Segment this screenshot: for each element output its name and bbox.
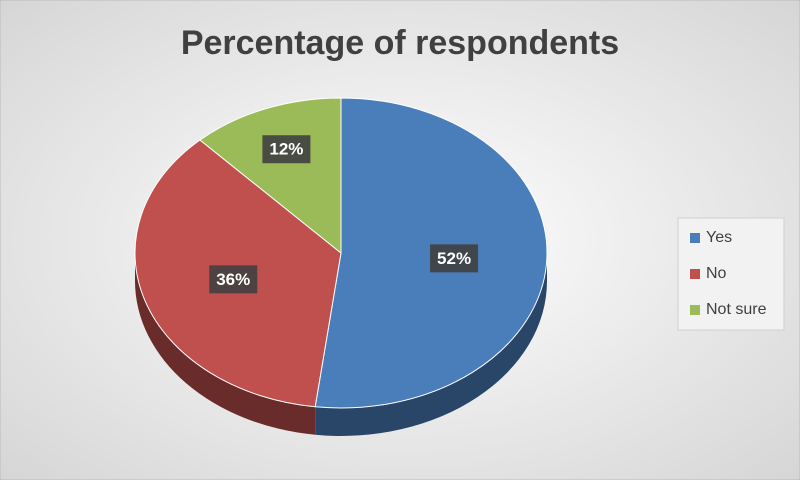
- legend-label: No: [706, 265, 727, 282]
- data-label-box: [262, 135, 311, 164]
- chart-title: Percentage of respondents: [181, 24, 619, 62]
- data-label: 52%: [437, 249, 471, 268]
- pie-slice-side: [315, 253, 547, 436]
- data-label-box: [430, 244, 479, 273]
- legend-marker: [690, 269, 700, 279]
- legend-marker: [690, 305, 700, 315]
- legend-label: Not sure: [706, 301, 767, 318]
- legend-marker: [690, 233, 700, 243]
- pie-slice-side: [135, 253, 316, 435]
- legend-label: Yes: [706, 229, 732, 246]
- data-label: 36%: [216, 270, 250, 289]
- data-label-box: [209, 265, 258, 294]
- data-label: 12%: [269, 140, 303, 159]
